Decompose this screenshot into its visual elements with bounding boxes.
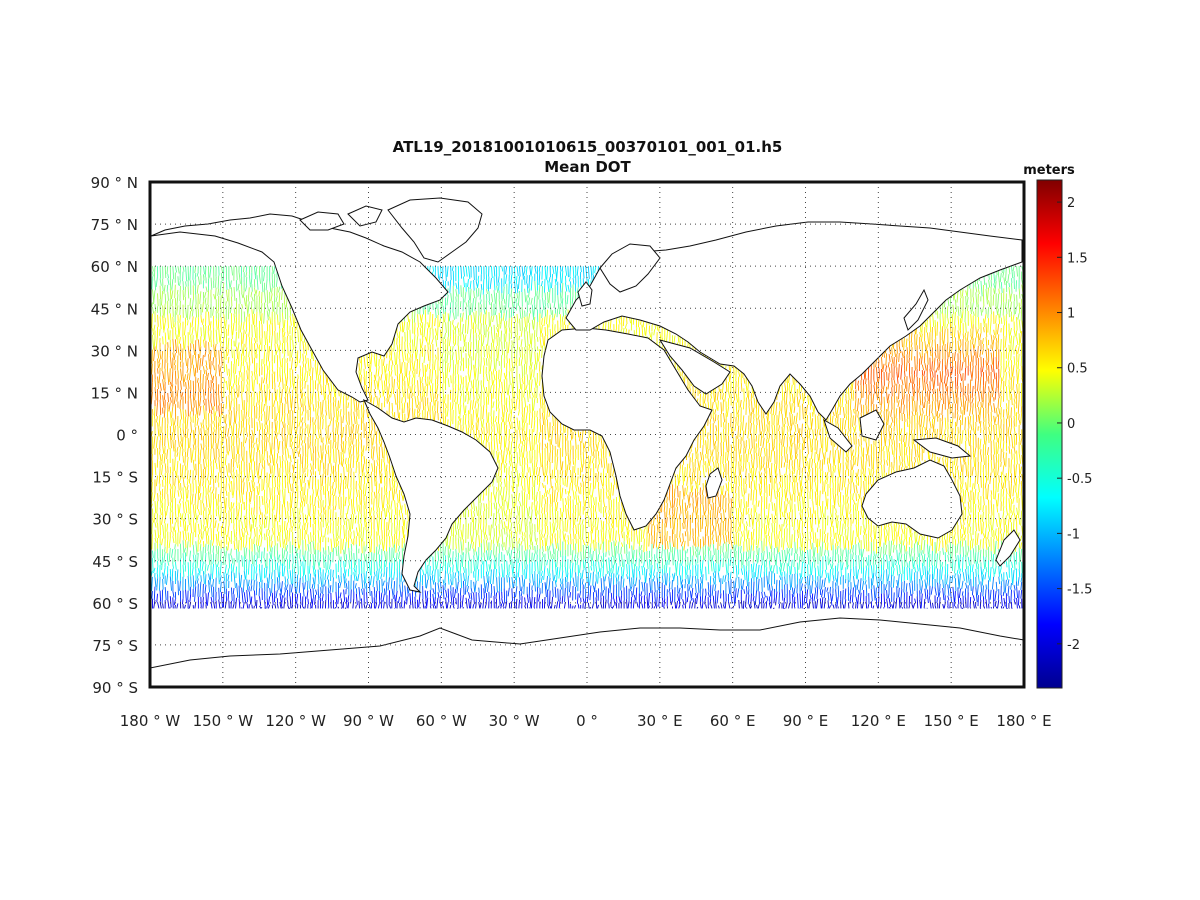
colorbar-tick-label: -0.5 — [1067, 472, 1092, 487]
japan-coastline — [903, 288, 929, 331]
longitude-tick-label: 120 ° E — [851, 712, 906, 730]
greenland-coastline — [387, 197, 483, 263]
colorbar-tick-label: 0.5 — [1067, 362, 1088, 377]
new-guinea-coastline — [912, 437, 972, 459]
longitude-tick-label: 180 ° E — [996, 712, 1051, 730]
longitude-tick-label: 90 ° E — [783, 712, 829, 730]
graticule — [150, 182, 1024, 687]
map-title: ATL19_20181001010615_00370101_001_01.h5 — [392, 138, 783, 156]
latitude-tick-label: 90 ° S — [92, 679, 138, 697]
colorbar — [1036, 179, 1063, 689]
coastlines — [150, 197, 1024, 687]
eurasia-coastline — [565, 221, 1023, 421]
longitude-tick-label: 60 ° W — [416, 712, 467, 730]
north-america-coastline — [150, 213, 449, 403]
colorbar-label: meters — [1023, 163, 1075, 178]
colorbar-tick-label: -1.5 — [1067, 583, 1092, 598]
arabia-coastline — [658, 339, 731, 395]
australia-coastline — [861, 459, 963, 539]
latitude-tick-label: 90 ° N — [91, 174, 138, 192]
longitude-tick-label: 150 ° W — [193, 712, 254, 730]
latitude-tick-label: 15 ° S — [92, 469, 138, 487]
latitude-tick-label: 60 ° N — [91, 258, 138, 276]
longitude-tick-label: 120 ° W — [265, 712, 326, 730]
latitude-tick-label: 60 ° S — [92, 595, 138, 613]
new-zealand-coastline — [995, 529, 1021, 567]
africa-coastline — [541, 327, 713, 531]
latitude-tick-label: 75 ° N — [91, 216, 138, 234]
scandinavia-coastline — [599, 243, 661, 293]
latitude-tick-label: 30 ° S — [92, 511, 138, 529]
latitude-tick-label: 0 ° — [116, 427, 138, 445]
map-frame — [148, 180, 1026, 689]
map-subtitle: Mean DOT — [544, 158, 631, 176]
longitude-tick-label: 150 ° E — [924, 712, 979, 730]
latitude-tick-label: 75 ° S — [92, 637, 138, 655]
colorbar-tick-label: 2 — [1067, 196, 1075, 211]
sumatra-coastline — [823, 418, 853, 453]
longitude-tick-label: 90 ° W — [343, 712, 394, 730]
latitude-tick-label: 30 ° N — [91, 342, 138, 360]
british-isles-coastline — [577, 281, 593, 307]
latitude-tick-label: 45 ° N — [91, 300, 138, 318]
longitude-axis: 180 ° W 150 ° W 120 ° W 90 ° W 60 ° W 30 ° W 0… — [120, 712, 1052, 730]
colorbar-ticks: 2 1.5 1 0.5 0 -0.5 -1 -1.5 -2 — [1057, 196, 1092, 653]
arctic-islands-coastline — [347, 205, 383, 227]
longitude-tick-label: 30 ° W — [489, 712, 540, 730]
arctic-islands-coastline — [299, 211, 345, 231]
longitude-tick-label: 180 ° W — [120, 712, 181, 730]
madagascar-coastline — [705, 467, 723, 499]
latitude-axis: 90 ° N 75 ° N 60 ° N 45 ° N 30 ° N 15 ° N 0 ° 1… — [91, 174, 138, 697]
latitude-tick-label: 45 ° S — [92, 553, 138, 571]
longitude-tick-label: 0 ° — [576, 712, 598, 730]
colorbar-tick-label: 1.5 — [1067, 251, 1088, 266]
colorbar-tick-label: -1 — [1067, 527, 1080, 542]
south-america-coastline — [362, 398, 499, 593]
longitude-tick-label: 30 ° E — [637, 712, 683, 730]
colorbar-tick-label: 1 — [1067, 307, 1075, 322]
colorbar-tick-label: -2 — [1067, 638, 1080, 653]
colorbar-tick-label: 0 — [1067, 417, 1075, 432]
latitude-tick-label: 15 ° N — [91, 384, 138, 402]
longitude-tick-label: 60 ° E — [710, 712, 756, 730]
